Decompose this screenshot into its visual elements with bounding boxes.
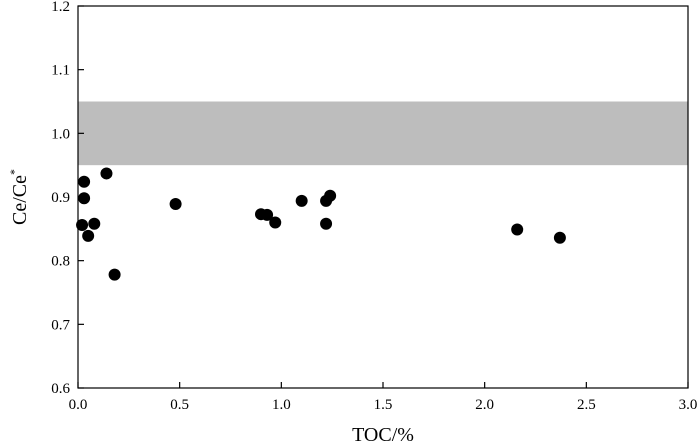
y-tick-label: 1.1	[51, 63, 70, 79]
data-point	[320, 217, 333, 230]
y-tick-label: 1.2	[51, 0, 70, 15]
y-tick-label: 0.6	[51, 381, 70, 397]
x-tick-label: 2.5	[577, 397, 596, 413]
y-tick-label: 1.0	[51, 126, 70, 142]
data-point	[169, 198, 182, 211]
data-point	[88, 217, 101, 230]
data-point	[269, 216, 282, 229]
data-point	[295, 194, 308, 207]
x-tick-label: 0.0	[69, 397, 88, 413]
x-tick-label: 1.5	[374, 397, 393, 413]
data-point	[108, 268, 121, 281]
y-tick-label: 0.8	[51, 254, 70, 270]
data-point	[82, 229, 95, 242]
data-point	[78, 175, 91, 188]
plot-frame	[77, 5, 689, 389]
y-tick-label: 0.7	[51, 317, 70, 333]
data-point	[78, 192, 91, 205]
data-point	[324, 189, 337, 202]
x-tick-label: 2.0	[475, 397, 494, 413]
x-axis-title: TOC/%	[352, 424, 414, 446]
ticks-layer: 0.0 0.5 1.0 1.5 2.0 2.5 3.0 0.6 0.7 0.8 0.9 1.0 1.1 1…	[51, 0, 697, 413]
data-point	[511, 223, 524, 236]
y-axis-title-main: Ce/Ce	[9, 175, 31, 225]
x-tick-label: 3.0	[679, 397, 698, 413]
y-axis-title: Ce/Ce*	[7, 169, 31, 225]
x-tick-label: 1.0	[272, 397, 291, 413]
y-axis-title-superscript: *	[7, 169, 21, 175]
data-point	[100, 167, 113, 180]
data-point	[553, 231, 566, 244]
reference-band-layer	[78, 101, 688, 166]
reference-band	[78, 101, 688, 166]
y-tick-label: 0.9	[51, 190, 70, 206]
data-points-layer	[76, 167, 566, 281]
data-point	[76, 219, 89, 232]
x-tick-label: 0.5	[170, 397, 189, 413]
data-point	[261, 208, 274, 221]
